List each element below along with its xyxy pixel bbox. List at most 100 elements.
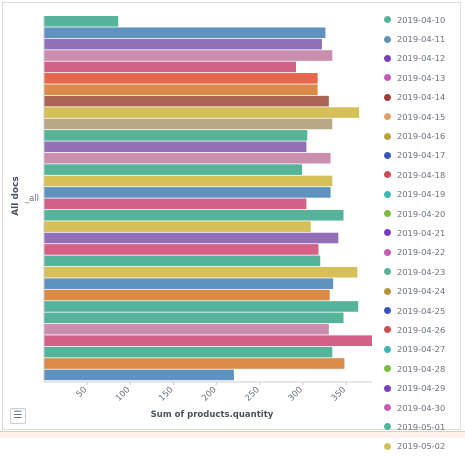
bar-2019-05-04[interactable] bbox=[44, 289, 330, 301]
legend-label: 2019-04-14 bbox=[397, 92, 446, 103]
legend-dot-icon bbox=[384, 442, 391, 450]
legend-item[interactable]: 2019-04-16 bbox=[384, 126, 462, 145]
legend-dot-icon bbox=[384, 16, 391, 24]
legend-item[interactable]: 2019-04-25 bbox=[384, 301, 462, 320]
legend-item[interactable]: 2019-05-02 bbox=[384, 437, 462, 456]
legend-dot-icon bbox=[384, 113, 391, 121]
legend-label: 2019-04-24 bbox=[397, 286, 446, 297]
legend-item[interactable]: 2019-04-22 bbox=[384, 243, 462, 262]
legend-label: 2019-04-20 bbox=[397, 208, 446, 219]
legend-dot-icon bbox=[384, 268, 391, 276]
legend-label: 2019-04-13 bbox=[397, 72, 446, 83]
legend-item[interactable]: 2019-04-14 bbox=[384, 88, 462, 107]
bar-2019-04-22[interactable] bbox=[44, 152, 331, 164]
legend-label: 2019-04-22 bbox=[397, 247, 446, 258]
bar-2019-04-11[interactable] bbox=[44, 27, 326, 39]
legend-label: 2019-04-26 bbox=[397, 324, 446, 335]
bar-2019-04-24[interactable] bbox=[44, 175, 333, 187]
bar-chart: 50 100 150 200 250 300 350 _all All docs Sum o… bbox=[11, 16, 372, 420]
bar-2019-04-12[interactable] bbox=[44, 38, 322, 50]
legend-dot-icon bbox=[384, 93, 391, 101]
x-tick-label: 100 bbox=[114, 385, 133, 404]
legend-item[interactable]: 2019-04-28 bbox=[384, 359, 462, 378]
legend-label: 2019-04-29 bbox=[397, 383, 446, 394]
bar-2019-05-10[interactable] bbox=[44, 358, 345, 369]
legend-item[interactable]: 2019-05-01 bbox=[384, 417, 462, 436]
bar-2019-05-11[interactable] bbox=[44, 369, 234, 381]
x-tick-label: 300 bbox=[287, 385, 306, 404]
legend-label: 2019-05-01 bbox=[397, 421, 446, 432]
legend-item[interactable]: 2019-04-19 bbox=[384, 185, 462, 204]
bar-2019-05-06[interactable] bbox=[44, 312, 344, 324]
legend-item[interactable]: 2019-04-20 bbox=[384, 204, 462, 223]
legend-item[interactable]: 2019-04-29 bbox=[384, 378, 462, 397]
bar-2019-04-26[interactable] bbox=[44, 198, 307, 210]
legend-label: 2019-04-18 bbox=[397, 169, 446, 180]
legend-item[interactable]: 2019-04-24 bbox=[384, 281, 462, 300]
chart-legend: 2019-04-10 2019-04-11 2019-04-12 2019-04-13… bbox=[384, 10, 462, 456]
legend-label: 2019-04-23 bbox=[397, 266, 446, 277]
legend-item[interactable]: 2019-04-17 bbox=[384, 146, 462, 165]
bar-2019-04-18[interactable] bbox=[44, 107, 360, 118]
y-axis-title: All docs bbox=[11, 176, 21, 216]
legend-item[interactable]: 2019-04-12 bbox=[384, 49, 462, 68]
legend-dot-icon bbox=[384, 132, 391, 140]
legend-item[interactable]: 2019-04-26 bbox=[384, 320, 462, 339]
legend-label: 2019-04-28 bbox=[397, 363, 446, 374]
bar-2019-04-19[interactable] bbox=[44, 118, 333, 130]
legend-dot-icon bbox=[384, 229, 391, 237]
legend-label: 2019-05-02 bbox=[397, 441, 446, 452]
legend-dot-icon bbox=[384, 365, 391, 373]
bar-2019-04-30[interactable] bbox=[44, 244, 319, 255]
legend-dot-icon bbox=[384, 54, 391, 62]
bar-2019-05-09[interactable] bbox=[44, 346, 333, 358]
legend-item[interactable]: 2019-04-13 bbox=[384, 68, 462, 87]
bar-2019-04-13[interactable] bbox=[44, 50, 333, 61]
legend-item[interactable]: 2019-04-27 bbox=[384, 340, 462, 359]
legend-item[interactable]: 2019-04-10 bbox=[384, 10, 462, 29]
bar-2019-05-03[interactable] bbox=[44, 278, 334, 289]
bar-2019-04-16[interactable] bbox=[44, 84, 318, 96]
bar-2019-04-15[interactable] bbox=[44, 73, 318, 84]
legend-toggle-button[interactable]: ☰ bbox=[10, 408, 26, 424]
legend-label: 2019-04-27 bbox=[397, 344, 446, 355]
bar-2019-04-20[interactable] bbox=[44, 130, 308, 141]
x-tick-label: 50 bbox=[75, 385, 90, 400]
bar-2019-04-10[interactable] bbox=[44, 16, 119, 27]
legend-dot-icon bbox=[384, 384, 391, 392]
legend-dot-icon bbox=[384, 287, 391, 295]
x-ticks-group: 50 100 150 200 250 300 350 bbox=[75, 382, 348, 404]
legend-item[interactable]: 2019-04-18 bbox=[384, 165, 462, 184]
bar-2019-05-05[interactable] bbox=[44, 301, 359, 312]
x-tick-label: 150 bbox=[157, 385, 176, 404]
legend-item[interactable]: 2019-04-30 bbox=[384, 398, 462, 417]
y-category-label: _all bbox=[24, 194, 39, 204]
bar-2019-05-02[interactable] bbox=[44, 266, 358, 278]
bars-group bbox=[44, 16, 372, 381]
legend-label: 2019-04-19 bbox=[397, 189, 446, 200]
legend-item[interactable]: 2019-04-21 bbox=[384, 223, 462, 242]
legend-item[interactable]: 2019-04-11 bbox=[384, 29, 462, 48]
bar-2019-04-23[interactable] bbox=[44, 164, 303, 175]
legend-item[interactable]: 2019-04-15 bbox=[384, 107, 462, 126]
bar-2019-04-28[interactable] bbox=[44, 221, 311, 232]
legend-dot-icon bbox=[384, 35, 391, 43]
legend-label: 2019-04-16 bbox=[397, 131, 446, 142]
bar-2019-05-08[interactable] bbox=[44, 335, 372, 346]
bar-2019-04-21[interactable] bbox=[44, 141, 307, 153]
bar-2019-04-27[interactable] bbox=[44, 209, 344, 221]
bar-2019-04-17[interactable] bbox=[44, 95, 329, 107]
bar-2019-04-25[interactable] bbox=[44, 187, 331, 198]
legend-label: 2019-04-30 bbox=[397, 402, 446, 413]
bar-2019-04-14[interactable] bbox=[44, 61, 297, 73]
x-tick-label: 250 bbox=[243, 385, 262, 404]
bar-2019-05-01[interactable] bbox=[44, 255, 321, 267]
bar-2019-04-29[interactable] bbox=[44, 232, 339, 244]
legend-dot-icon bbox=[384, 423, 391, 431]
legend-dot-icon bbox=[384, 74, 391, 82]
legend-item[interactable]: 2019-04-23 bbox=[384, 262, 462, 281]
legend-dot-icon bbox=[384, 190, 391, 198]
bar-2019-05-07[interactable] bbox=[44, 323, 329, 335]
legend-dot-icon bbox=[384, 151, 391, 159]
list-icon: ☰ bbox=[13, 410, 23, 421]
